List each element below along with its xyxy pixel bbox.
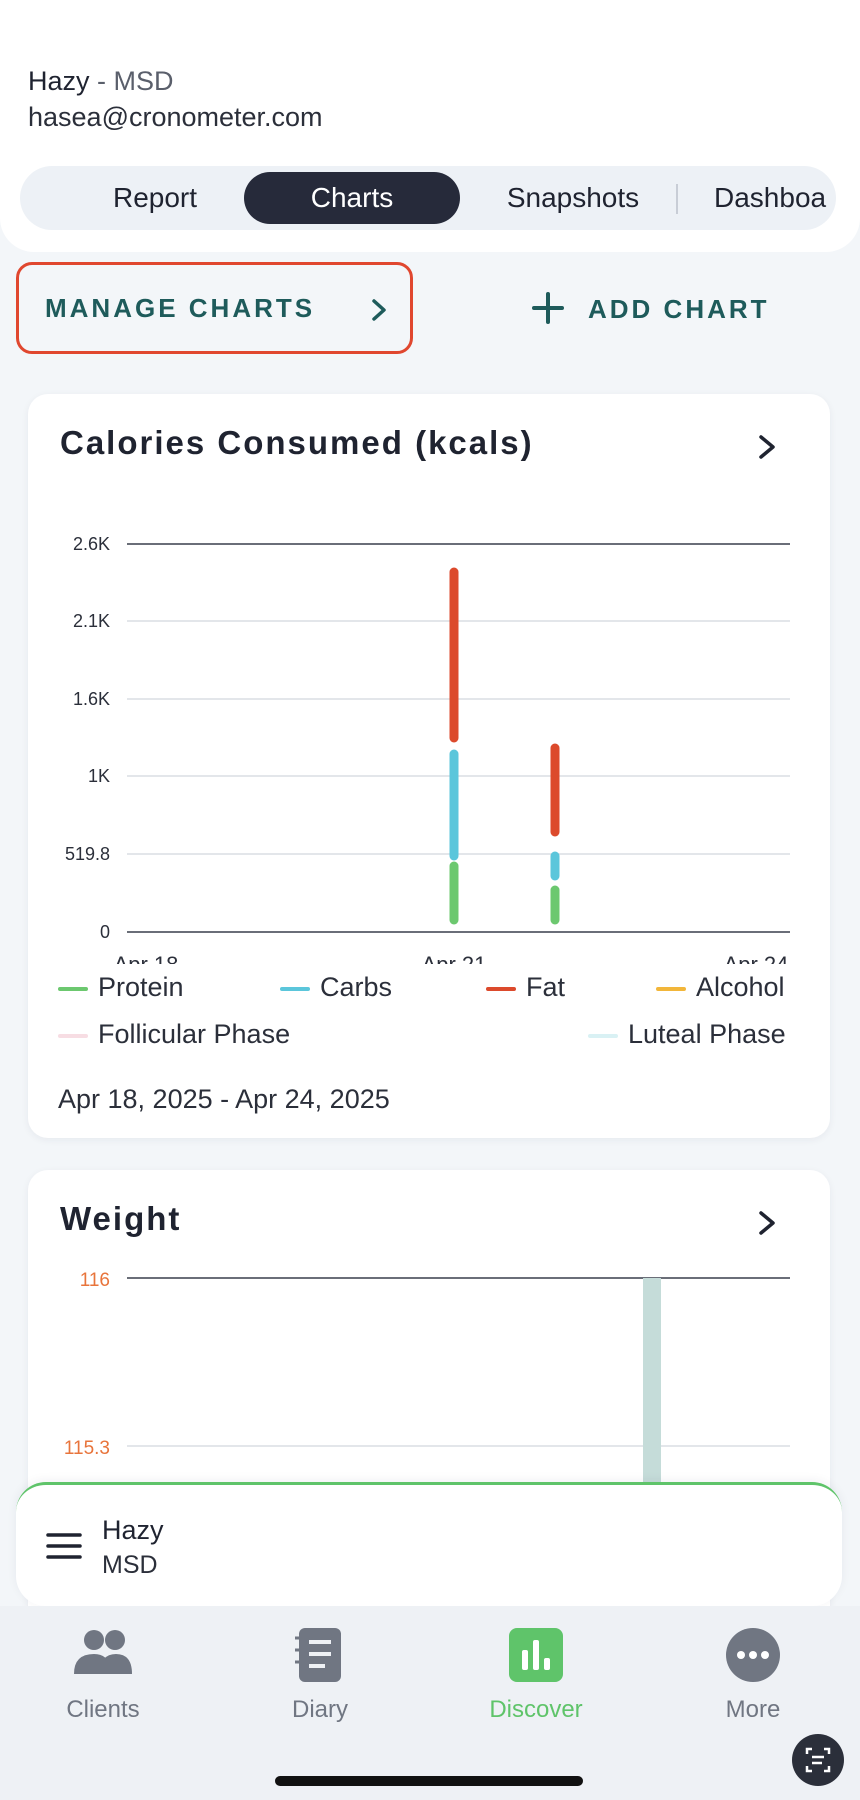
user-email: hasea@cronometer.com xyxy=(28,102,323,132)
chevron-right-icon[interactable] xyxy=(756,1208,778,1238)
manage-charts-label: MANAGE CHARTS xyxy=(45,293,316,323)
x-tick-label: Apr 21 xyxy=(422,952,487,964)
tab-dashboard[interactable]: Dashboa xyxy=(714,182,827,213)
y-tick-label: 116 xyxy=(80,1270,110,1291)
plus-icon xyxy=(532,292,564,324)
bar-chart-icon xyxy=(509,1628,563,1682)
people-icon xyxy=(74,1630,132,1674)
manage-charts-button[interactable]: MANAGE CHARTS xyxy=(16,262,413,354)
chevron-right-icon[interactable] xyxy=(756,432,778,462)
y-tick-label: 519.8 xyxy=(65,844,110,864)
nav-label: Diary xyxy=(291,1696,348,1723)
legend-label: Fat xyxy=(526,972,566,1002)
y-tick-label: 1K xyxy=(88,766,110,786)
nav-diary[interactable]: Diary xyxy=(245,1624,395,1724)
legend-swatch xyxy=(280,987,310,991)
notebook-icon xyxy=(295,1628,341,1682)
y-tick-label: 2.1K xyxy=(73,611,110,631)
x-tick-label: Apr 18 xyxy=(114,952,179,964)
nav-label: Clients xyxy=(66,1696,140,1723)
legend-label: Follicular Phase xyxy=(98,1019,291,1049)
user-separator: - xyxy=(89,66,114,96)
legend-label: Alcohol xyxy=(696,972,785,1002)
legend-swatch xyxy=(486,987,516,991)
add-chart-label: ADD CHART xyxy=(588,294,770,324)
legend-label: Luteal Phase xyxy=(628,1019,786,1049)
tab-divider xyxy=(676,184,678,214)
date-range: Apr 18, 2025 - Apr 24, 2025 xyxy=(58,1084,390,1114)
home-indicator xyxy=(275,1776,583,1786)
bottom-nav: Clients Diary Discover More xyxy=(0,1606,860,1800)
y-tick-label: 1.6K xyxy=(73,689,110,709)
nav-more[interactable]: More xyxy=(678,1624,828,1724)
current-client-bar[interactable]: Hazy MSD xyxy=(16,1482,842,1606)
tab-report[interactable]: Report xyxy=(112,182,198,213)
user-role: MSD xyxy=(113,66,174,96)
tab-bar: Report Charts Snapshots Dashboa xyxy=(20,166,836,230)
user-name-line: Hazy - MSD xyxy=(28,66,174,97)
client-name: Hazy xyxy=(102,1515,164,1545)
y-tick-label: 0 xyxy=(100,922,110,942)
tab-snapshots[interactable]: Snapshots xyxy=(506,182,640,213)
legend-swatch xyxy=(588,1034,618,1038)
scan-text-icon[interactable] xyxy=(792,1734,844,1786)
y-tick-label: 115.3 xyxy=(64,1438,110,1459)
nav-discover[interactable]: Discover xyxy=(461,1624,611,1724)
chevron-right-icon xyxy=(372,299,386,321)
user-name: Hazy xyxy=(28,66,90,96)
nav-label: More xyxy=(725,1696,781,1723)
nav-clients[interactable]: Clients xyxy=(28,1624,178,1724)
legend-swatch xyxy=(58,1034,88,1038)
x-tick-label: Apr 24 xyxy=(724,952,789,964)
calories-chart-card[interactable]: Calories Consumed (kcals) 2.6K 2.1K 1.6K… xyxy=(28,394,830,1138)
weight-chart-title: Weight xyxy=(60,1200,182,1237)
legend-label: Protein xyxy=(98,972,184,1002)
header-card: Hazy - MSD hasea@cronometer.com Report C… xyxy=(0,0,860,252)
nav-label: Discover xyxy=(489,1696,583,1723)
legend-swatch xyxy=(58,987,88,991)
hamburger-menu-icon[interactable] xyxy=(46,1531,82,1561)
legend-swatch xyxy=(656,987,686,991)
y-tick-label: 2.6K xyxy=(73,534,110,554)
calories-chart-title: Calories Consumed (kcals) xyxy=(60,424,534,461)
client-subtitle: MSD xyxy=(102,1551,158,1579)
tab-charts[interactable]: Charts xyxy=(244,172,460,224)
calories-chart-plot: 2.6K 2.1K 1.6K 1K 519.8 0 Apr 18 Apr 21 … xyxy=(65,534,790,964)
legend-label: Carbs xyxy=(320,972,393,1002)
more-dots-icon xyxy=(726,1628,780,1682)
scan-icon-glyph xyxy=(805,1747,831,1773)
